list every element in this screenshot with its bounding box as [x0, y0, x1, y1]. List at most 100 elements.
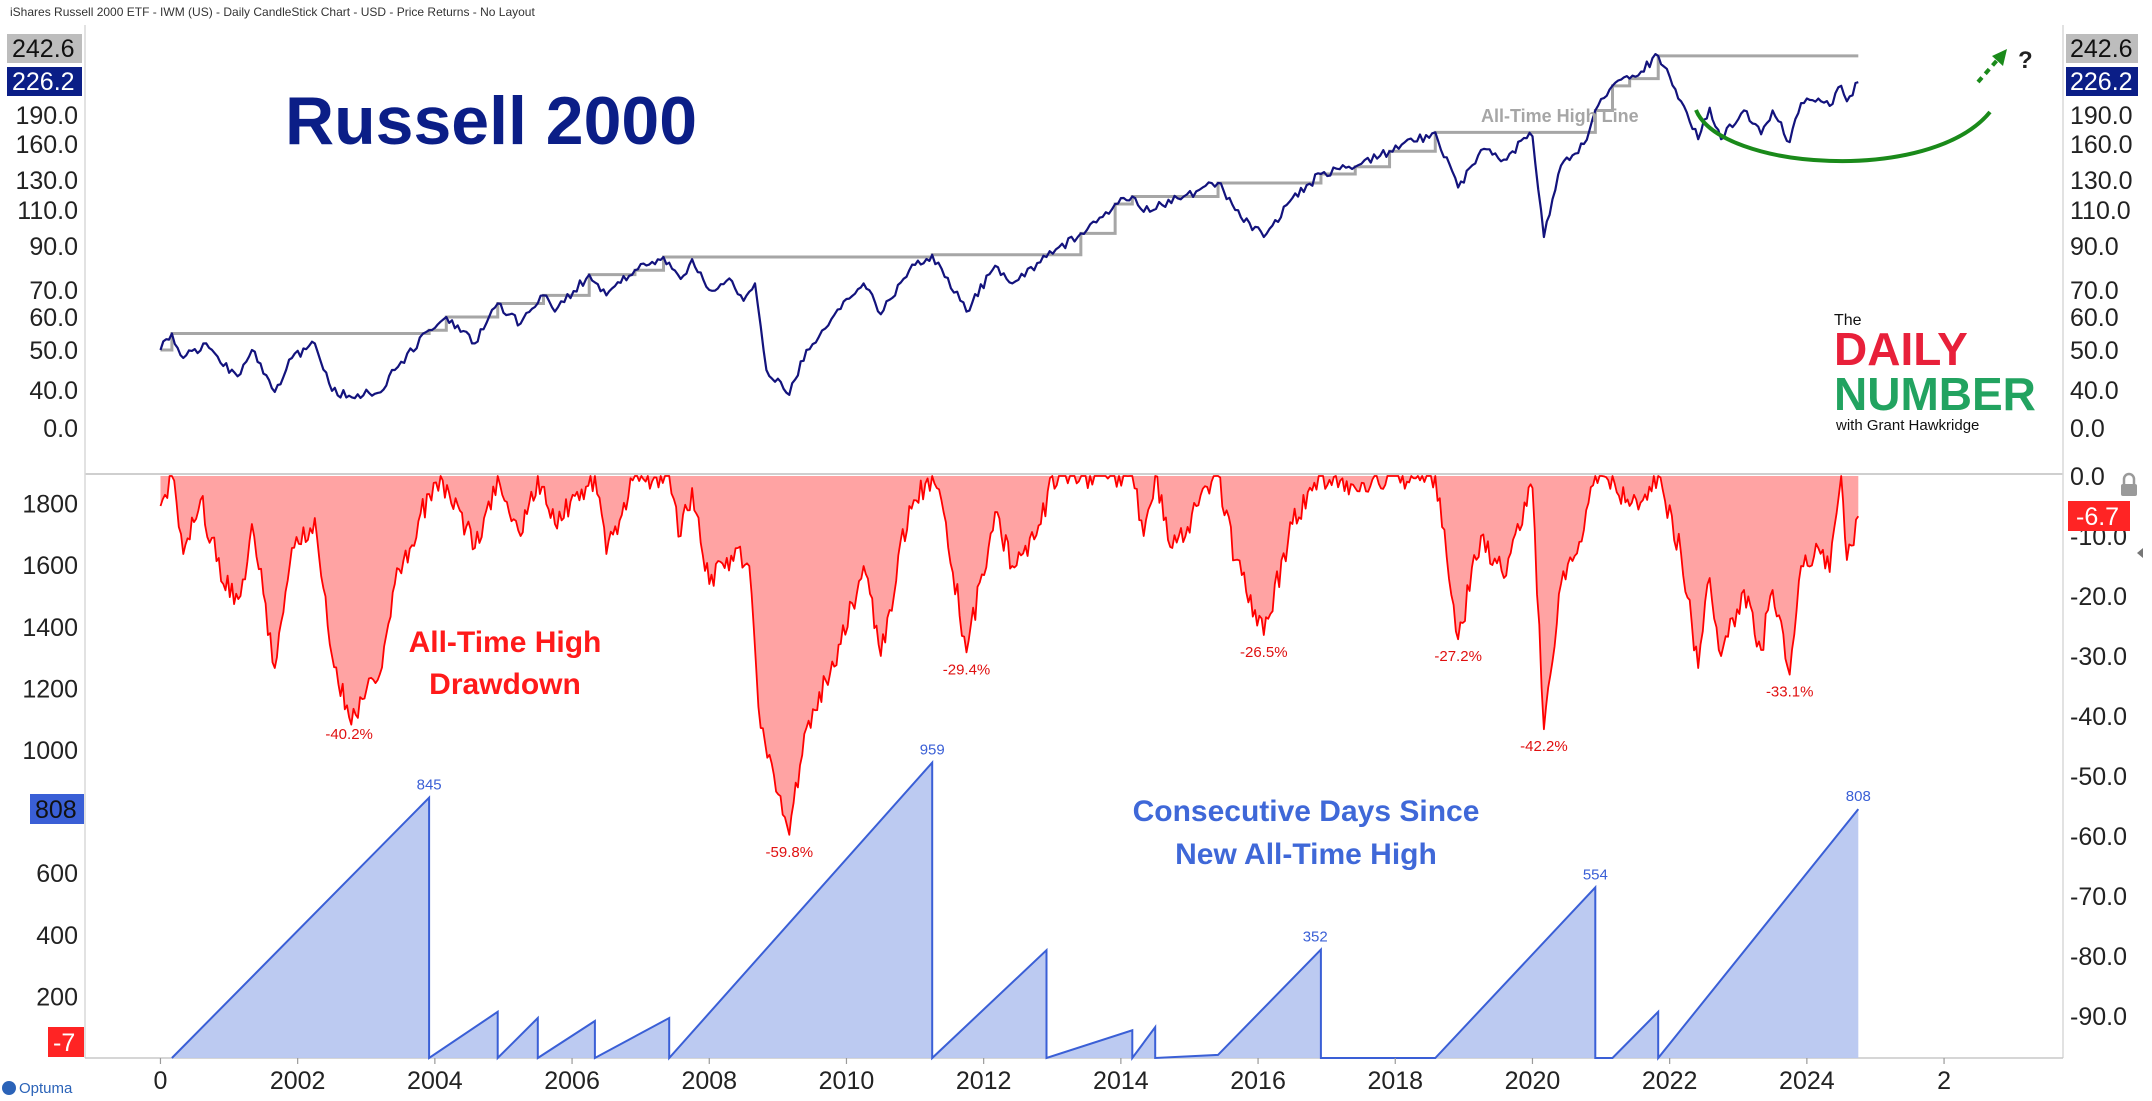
drawdown-area — [160, 476, 1859, 835]
price-tick-left: 70.0 — [29, 277, 78, 305]
price-panel-title: Russell 2000 — [285, 83, 697, 159]
date-tick-label: 2022 — [1642, 1067, 1698, 1095]
drawdown-tick-right: -70.0 — [2070, 883, 2127, 911]
ath-value-badge-left — [7, 34, 82, 63]
last-price-left: 226.2 — [12, 68, 75, 96]
price-tick-left: 50.0 — [29, 337, 78, 365]
price-tick-right: 190.0 — [2070, 102, 2133, 130]
days-low-badge — [48, 1027, 84, 1057]
last-price-right: 226.2 — [2070, 68, 2133, 96]
drawdown-tick-right: -90.0 — [2070, 1003, 2127, 1031]
drawdown-trough-label: -42.2% — [1520, 738, 1568, 755]
price-tick-right: 0.0 — [2070, 415, 2105, 443]
price-tick-right: 130.0 — [2070, 167, 2133, 195]
date-tick-label: 2018 — [1367, 1067, 1423, 1095]
price-series — [159, 53, 1859, 400]
last-price-badge-right — [2066, 67, 2138, 96]
drawdown-tick-right: -30.0 — [2070, 643, 2127, 671]
price-tick-left: 90.0 — [29, 233, 78, 261]
optuma-logo-icon — [2, 1081, 16, 1095]
days-tick-left: 1000 — [22, 737, 78, 765]
question-mark: ? — [2018, 47, 2033, 74]
price-tick-left: 110.0 — [17, 197, 78, 225]
price-tick-right: 40.0 — [2070, 377, 2119, 405]
date-tick-label: 2024 — [1779, 1067, 1835, 1095]
days-line — [171, 759, 1860, 1062]
drawdown-tick-right: -80.0 — [2070, 943, 2127, 971]
price-tick-left: 60.0 — [29, 304, 78, 332]
date-tick-label: 2 — [1937, 1067, 1951, 1095]
ath-value-left: 242.6 — [12, 35, 75, 63]
drawdown-tick-right: -50.0 — [2070, 763, 2127, 791]
logo-the: The — [1834, 312, 1862, 329]
drawdown-tick-right: 0.0 — [2070, 463, 2105, 491]
date-tick-label: 2008 — [681, 1067, 737, 1095]
drawdown-last-value: -6.7 — [2076, 503, 2119, 531]
drawdown-trough-label: -59.8% — [766, 844, 814, 861]
days-tick-left: 1400 — [22, 614, 78, 642]
lock-icon[interactable] — [2121, 472, 2137, 496]
days-tick-left: 1800 — [22, 491, 78, 519]
price-tick-left: 130.0 — [15, 167, 78, 195]
ath-value-badge-right — [2066, 34, 2138, 63]
date-tick-label: 2014 — [1093, 1067, 1149, 1095]
drawdown-title-line1: All-Time High — [409, 626, 602, 659]
days-peak-label: 352 — [1303, 929, 1328, 946]
price-tick-right: 70.0 — [2070, 277, 2119, 305]
price-tick-left: 40.0 — [29, 377, 78, 405]
days-value-badge — [30, 794, 84, 824]
date-tick-label: 2004 — [407, 1067, 463, 1095]
days-tick-left: 600 — [36, 860, 78, 888]
drawdown-value-badge — [2068, 501, 2130, 531]
days-peak-label: 959 — [920, 742, 945, 759]
days-tick-left: 1600 — [22, 552, 78, 580]
price-tick-left: 190.0 — [15, 102, 78, 130]
drawdown-trough-label: -29.4% — [943, 661, 991, 678]
drawdown-tick-right: -40.0 — [2070, 703, 2127, 731]
price-line — [159, 53, 1859, 400]
days-title-line2: New All-Time High — [1175, 838, 1437, 871]
drawdown-panel — [159, 475, 1860, 836]
date-tick-label: 2002 — [270, 1067, 326, 1095]
date-tick-label: 2012 — [956, 1067, 1012, 1095]
last-price-badge-left — [7, 67, 82, 96]
date-tick-label: 2016 — [1230, 1067, 1286, 1095]
drawdown-trough-label: -27.2% — [1434, 648, 1482, 665]
price-tick-right: 90.0 — [2070, 233, 2119, 261]
drawdown-tick-right: -20.0 — [2070, 583, 2127, 611]
date-tick-label: 0 — [154, 1067, 168, 1095]
date-tick-label: 2020 — [1505, 1067, 1561, 1095]
optuma-watermark: Optuma — [2, 1080, 73, 1097]
drawdown-title-line2: Drawdown — [429, 668, 581, 701]
drawdown-tick-right: -60.0 — [2070, 823, 2127, 851]
days-peak-label: 808 — [1846, 788, 1871, 805]
price-tick-right: 50.0 — [2070, 337, 2119, 365]
ath-value-right: 242.6 — [2070, 35, 2133, 63]
price-tick-left: 0.0 — [43, 415, 78, 443]
daily-number-logo: The DAILY NUMBER with Grant Hawkridge — [1834, 312, 2036, 434]
ath-line-label: All-Time High Line — [1481, 106, 1639, 126]
drawdown-trough-label: -33.1% — [1766, 684, 1814, 701]
forecast-arrow-shaft — [1976, 55, 2002, 84]
days-area — [171, 762, 1859, 1058]
logo-daily: DAILY — [1834, 323, 1968, 375]
days-low-value: -7 — [53, 1029, 75, 1057]
price-tick-left: 160.0 — [15, 131, 78, 159]
price-tick-right: 60.0 — [2070, 304, 2119, 332]
optuma-text: Optuma — [19, 1080, 73, 1097]
logo-number: NUMBER — [1834, 368, 2036, 420]
logo-byline: with Grant Hawkridge — [1835, 417, 1979, 434]
days-peak-label: 554 — [1583, 866, 1608, 883]
chart-caption: iShares Russell 2000 ETF - IWM (US) - Da… — [10, 5, 535, 19]
date-tick-label: 2006 — [544, 1067, 600, 1095]
forecast-arc — [1694, 109, 1992, 164]
days-tick-left: 1200 — [22, 675, 78, 703]
annotations: -40.2% -59.8% -29.4% -26.5% -27.2% -42.2% -33.… — [325, 644, 1870, 946]
days-last-value: 808 — [35, 796, 77, 824]
days-title-line1: Consecutive Days Since — [1133, 795, 1480, 828]
date-tick-label: 2010 — [819, 1067, 875, 1095]
drawdown-trough-label: -40.2% — [325, 726, 373, 743]
scroll-left-icon[interactable] — [2137, 548, 2143, 558]
drawdown-trough-label: -26.5% — [1240, 644, 1288, 661]
